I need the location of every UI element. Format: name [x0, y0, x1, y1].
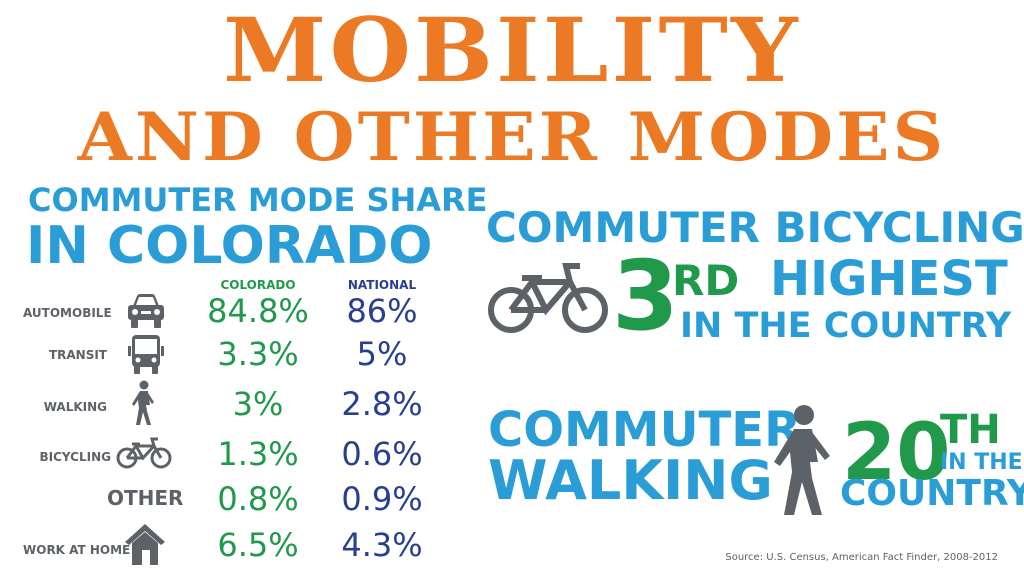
mode-share-subheading: IN COLORADO — [26, 216, 433, 276]
row-label-other: OTHER — [107, 486, 184, 510]
walking-person-icon — [774, 404, 834, 516]
row-label-transit: TRANSIT — [48, 348, 107, 362]
bicycling-rank-text: HIGHEST — [770, 251, 1008, 307]
main-title-line2: AND OTHER MODES — [77, 98, 947, 176]
bicycling-rank-number: 3 — [612, 240, 679, 352]
walking-colorado-value: 3% — [232, 385, 284, 423]
automobile-colorado-value: 84.8% — [207, 292, 309, 330]
house-icon — [124, 522, 166, 566]
bicycling-rank-suffix: RD — [672, 256, 740, 305]
main-title-line1: MOBILITY — [223, 0, 801, 102]
other-colorado-value: 0.8% — [217, 480, 299, 518]
bicycle-icon — [486, 258, 610, 336]
work-at-home-national-value: 4.3% — [341, 526, 423, 564]
mode-share-heading: COMMUTER MODE SHARE — [28, 181, 488, 219]
bicycling-colorado-value: 1.3% — [217, 435, 299, 473]
bicycle-icon — [116, 436, 172, 470]
row-label-bicycling: BICYCLING — [39, 450, 112, 464]
row-label-automobile: AUTOMOBILE — [23, 306, 112, 320]
work-at-home-colorado-value: 6.5% — [217, 526, 299, 564]
transit-colorado-value: 3.3% — [217, 335, 299, 373]
walking-heading-line1: COMMUTER — [488, 402, 802, 458]
walking-rank-number: 20 — [842, 408, 951, 498]
source-note: Source: U.S. Census, American Fact Finde… — [725, 552, 998, 563]
automobile-national-value: 86% — [346, 292, 418, 330]
walking-rank-suffix: TH — [940, 407, 1001, 453]
bicycling-rank-sub: IN THE COUNTRY — [680, 306, 1012, 346]
row-label-walking: WALKING — [43, 400, 107, 414]
bicycling-national-value: 0.6% — [341, 435, 423, 473]
walking-person-icon — [132, 380, 156, 426]
bus-icon — [127, 333, 165, 375]
walking-rank-sub1: IN THE — [940, 450, 1023, 475]
row-label-work-at-home: WORK AT HOME — [23, 543, 131, 557]
walking-national-value: 2.8% — [341, 385, 423, 423]
column-header-national: NATIONAL — [347, 278, 417, 292]
walking-rank-sub2: COUNTRY — [840, 473, 1024, 514]
car-icon — [125, 292, 167, 330]
column-header-colorado: COLORADO — [220, 278, 296, 292]
bicycling-heading: COMMUTER BICYCLING — [486, 203, 1024, 252]
transit-national-value: 5% — [356, 335, 408, 373]
other-national-value: 0.9% — [341, 480, 423, 518]
walking-heading-line2: WALKING — [488, 449, 773, 512]
